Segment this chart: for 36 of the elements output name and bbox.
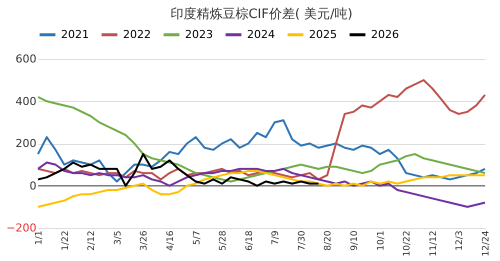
x-tick-label: 5/28 — [218, 230, 229, 251]
line-series — [37, 96, 486, 183]
x-tick-label: 6/18 — [244, 230, 255, 251]
line-series — [37, 170, 486, 208]
line-series — [37, 153, 320, 187]
legend-label: 2022 — [123, 28, 151, 41]
y-tick-label: −200 — [6, 222, 36, 234]
x-tick-label: 2/12 — [87, 230, 98, 251]
x-tick-label: 3/26 — [140, 230, 150, 251]
y-tick-label: 200 — [16, 137, 36, 150]
x-tick-label: 7/9 — [271, 230, 282, 245]
x-tick-label: 10/22 — [402, 230, 413, 256]
y-tick-label: 400 — [16, 94, 36, 108]
x-tick-label: 11/12 — [428, 230, 439, 256]
y-tick-label: 0 — [30, 179, 36, 192]
line-series — [37, 119, 486, 183]
x-tick-label: 12/24 — [482, 230, 492, 256]
legend-label: 2024 — [247, 28, 275, 41]
x-tick-label: 7/30 — [297, 230, 308, 251]
x-tick-label: 1/22 — [60, 230, 71, 251]
line-series — [37, 79, 486, 180]
x-tick-label: 3/5 — [113, 230, 124, 245]
x-tick-label: 5/7 — [192, 230, 202, 245]
x-tick-label: 1/1 — [34, 230, 44, 245]
legend-label: 2025 — [309, 28, 337, 41]
y-tick-label: 600 — [16, 52, 36, 66]
legend-label: 2021 — [61, 28, 89, 41]
line-series — [37, 162, 486, 208]
legend-label: 2023 — [185, 28, 213, 41]
chart-title: 印度精炼豆棕CIF价差( 美元/吨) — [170, 6, 353, 22]
x-tick-label: 4/16 — [166, 230, 176, 251]
x-tick-label: 10/1 — [376, 230, 386, 251]
x-tick-label: 9/10 — [350, 230, 360, 251]
x-tick-label: 12/3 — [455, 230, 466, 251]
x-tick-label: 8/20 — [324, 230, 334, 251]
legend-label: 2026 — [371, 28, 399, 41]
